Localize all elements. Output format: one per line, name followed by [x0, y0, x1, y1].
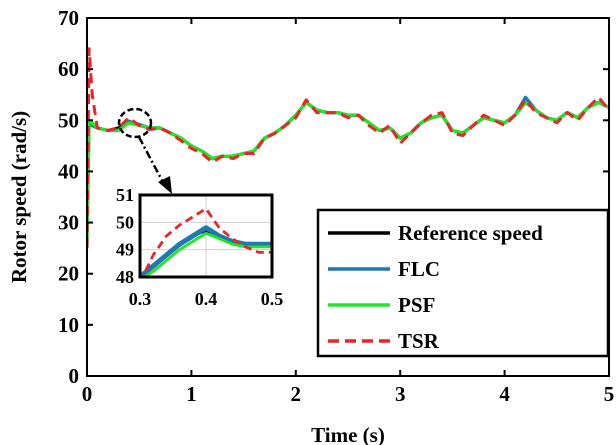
y-tick-label: 30 [58, 211, 79, 235]
y-tick-label: 10 [58, 313, 79, 337]
y-tick-label: 20 [58, 262, 79, 286]
x-tick-label: 1 [186, 382, 197, 406]
zoom-callout-arrowhead [158, 176, 172, 194]
inset-series-line-flc [140, 225, 272, 277]
inset-y-tick-label: 48 [116, 267, 134, 287]
inset-x-tick-label: 0.4 [195, 289, 218, 309]
legend-label-psf: PSF [398, 293, 435, 317]
zoom-region-marker [117, 107, 153, 139]
y-tick-label: 70 [58, 6, 79, 30]
inset-frame [138, 193, 274, 279]
x-tick-label: 2 [291, 382, 302, 406]
plot-area-frame [86, 17, 610, 377]
inset-x-tick-label: 0.3 [129, 289, 152, 309]
legend-label-flc: FLC [398, 257, 440, 281]
y-tick-label: 0 [69, 364, 80, 388]
inset-series-line-psf [141, 231, 272, 277]
main-series-lines [87, 47, 609, 249]
inset-axis-ticks: 0.3 0.4 0.5 48 49 50 51 [116, 185, 283, 309]
legend: Reference speed FLC PSF TSR [316, 208, 610, 358]
inset-y-tick-label: 49 [116, 240, 134, 260]
y-tick-label: 40 [58, 159, 79, 183]
x-tick-label: 5 [604, 382, 615, 406]
inset-x-tick-label: 0.5 [261, 289, 284, 309]
x-tick-label: 0 [82, 382, 93, 406]
zoom-callout-line [137, 136, 168, 189]
legend-label-tsr: TSR [398, 329, 440, 353]
legend-label-reference-speed: Reference speed [398, 221, 543, 245]
inset-series-line-tsr [141, 207, 272, 277]
y-axis-label: Rotor speed (rad/s) [7, 111, 31, 283]
x-axis-label: Time (s) [311, 423, 385, 445]
series-line-psf [87, 100, 609, 249]
inset-y-tick-label: 51 [116, 185, 134, 205]
inset-y-tick-label: 50 [116, 212, 134, 232]
y-tick-label: 60 [58, 57, 79, 81]
inset-series-lines [140, 207, 272, 277]
x-tick-label: 3 [395, 382, 406, 406]
y-tick-label: 50 [58, 108, 79, 132]
x-tick-label: 4 [499, 382, 510, 406]
